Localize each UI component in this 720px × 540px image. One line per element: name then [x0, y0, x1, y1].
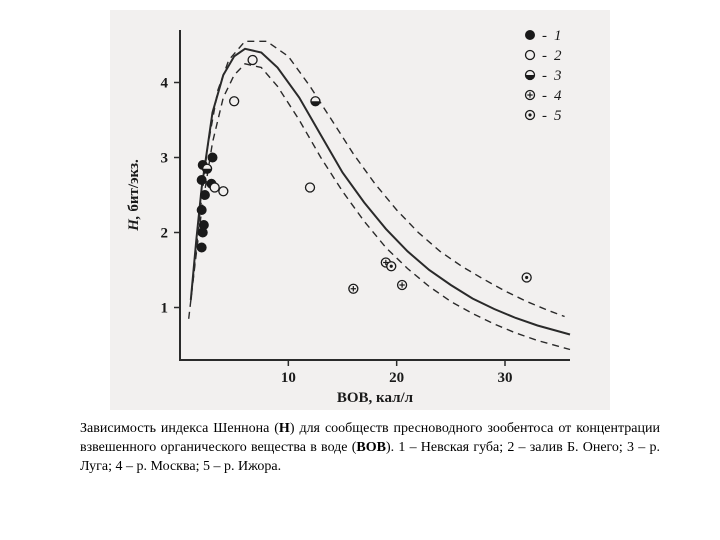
marker-half: [311, 97, 320, 106]
svg-text:4: 4: [161, 76, 169, 92]
svg-text:-: -: [542, 28, 547, 44]
svg-text:-: -: [542, 108, 547, 124]
svg-text:1: 1: [161, 301, 169, 317]
svg-text:1: 1: [554, 28, 562, 44]
figure-caption: Зависимость индекса Шеннона (H) для сооб…: [80, 420, 660, 477]
marker-half: [203, 164, 212, 173]
marker-open: [210, 183, 219, 192]
marker-cross: [526, 91, 535, 100]
marker-dot: [387, 262, 396, 271]
marker-open: [526, 51, 535, 60]
marker-dot: [526, 111, 535, 120]
marker-filled: [197, 243, 206, 252]
svg-text:4: 4: [554, 88, 562, 104]
svg-text:20: 20: [389, 370, 404, 386]
svg-text:-: -: [542, 48, 547, 64]
marker-filled: [200, 191, 209, 200]
marker-cross: [349, 284, 358, 293]
svg-text:2: 2: [554, 48, 562, 64]
svg-text:30: 30: [498, 370, 513, 386]
marker-filled: [197, 206, 206, 215]
marker-filled: [197, 176, 206, 185]
marker-open: [306, 183, 315, 192]
svg-text:5: 5: [554, 108, 562, 124]
svg-text:H, бит/экз.: H, бит/экз.: [126, 159, 142, 232]
marker-filled: [199, 221, 208, 230]
marker-half: [526, 71, 535, 80]
marker-filled: [526, 31, 535, 40]
marker-open: [248, 56, 257, 65]
svg-text:-: -: [542, 68, 547, 84]
marker-filled: [208, 153, 217, 162]
svg-text:2: 2: [161, 226, 169, 242]
svg-text:-: -: [542, 88, 547, 104]
svg-text:3: 3: [161, 151, 169, 167]
marker-open: [219, 187, 228, 196]
marker-cross: [398, 281, 407, 290]
marker-dot: [522, 273, 531, 282]
svg-text:10: 10: [281, 370, 296, 386]
svg-text:ВОВ, кал/л: ВОВ, кал/л: [337, 390, 414, 406]
shannon-vs-bob-chart: 1234102030ВОВ, кал/лH, бит/экз.-1-2-3-4-…: [110, 10, 610, 410]
marker-open: [230, 97, 239, 106]
svg-text:3: 3: [553, 68, 562, 84]
